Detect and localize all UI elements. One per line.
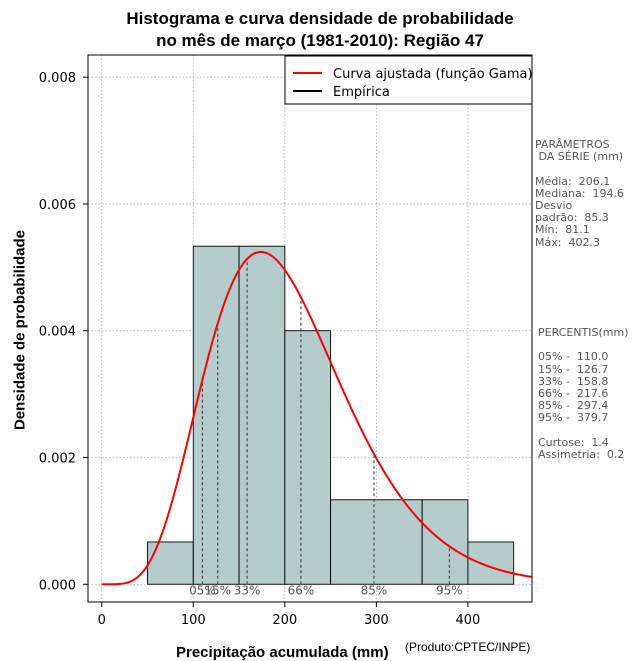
x-tick-label: 300 (364, 613, 389, 628)
percentile-label: 15% (204, 583, 231, 597)
legend-box (284, 55, 533, 105)
series-parameters-panel: PARÂMETROS DA SÉRIE (mm) Média: 206.1 Me… (535, 138, 624, 249)
y-tick-label: 0.002 (39, 451, 76, 466)
percentile-label: 33% (234, 583, 261, 597)
percentile-label: 95% (436, 583, 463, 597)
chart-title-line1: Histograma e curva densidade de probabil… (126, 9, 514, 28)
y-tick-label: 0.008 (39, 71, 76, 86)
x-axis-label: Precipitação acumulada (mm) (176, 644, 389, 661)
percentiles-panel: PERCENTIS(mm) 05% - 110.0 15% - 126.7 33… (538, 326, 629, 462)
x-tick-label: 200 (272, 613, 297, 628)
y-tick-label: 0.004 (39, 325, 76, 340)
percentile-label: 05% (189, 583, 216, 597)
x-tick-label: 0 (98, 613, 106, 628)
y-tick-label: 0.006 (39, 198, 76, 213)
percentile-label: 66% (288, 583, 315, 597)
percentile-label: 85% (361, 583, 388, 597)
gamma-fit-curve (101, 250, 532, 586)
legend-label: Curva ajustada (função Gama) (333, 67, 533, 82)
histogram-bar (330, 499, 423, 585)
histogram-bar (192, 245, 240, 585)
histogram-bar (467, 541, 515, 585)
legend-label: Empírica (333, 85, 390, 100)
y-tick-label: 0.000 (39, 578, 76, 593)
chart-title-line2: no mês de março (1981-2010): Região 47 (156, 31, 484, 50)
plot-frame (87, 54, 533, 603)
product-note: (Produto:CPTEC/INPE) (405, 640, 531, 654)
x-tick-label: 100 (181, 613, 206, 628)
histogram-bar (147, 541, 194, 585)
histogram-bar (238, 245, 286, 585)
y-axis-label: Densidade de probabilidade (11, 229, 29, 431)
histogram-bar (284, 330, 332, 585)
x-tick-label: 400 (456, 613, 481, 628)
